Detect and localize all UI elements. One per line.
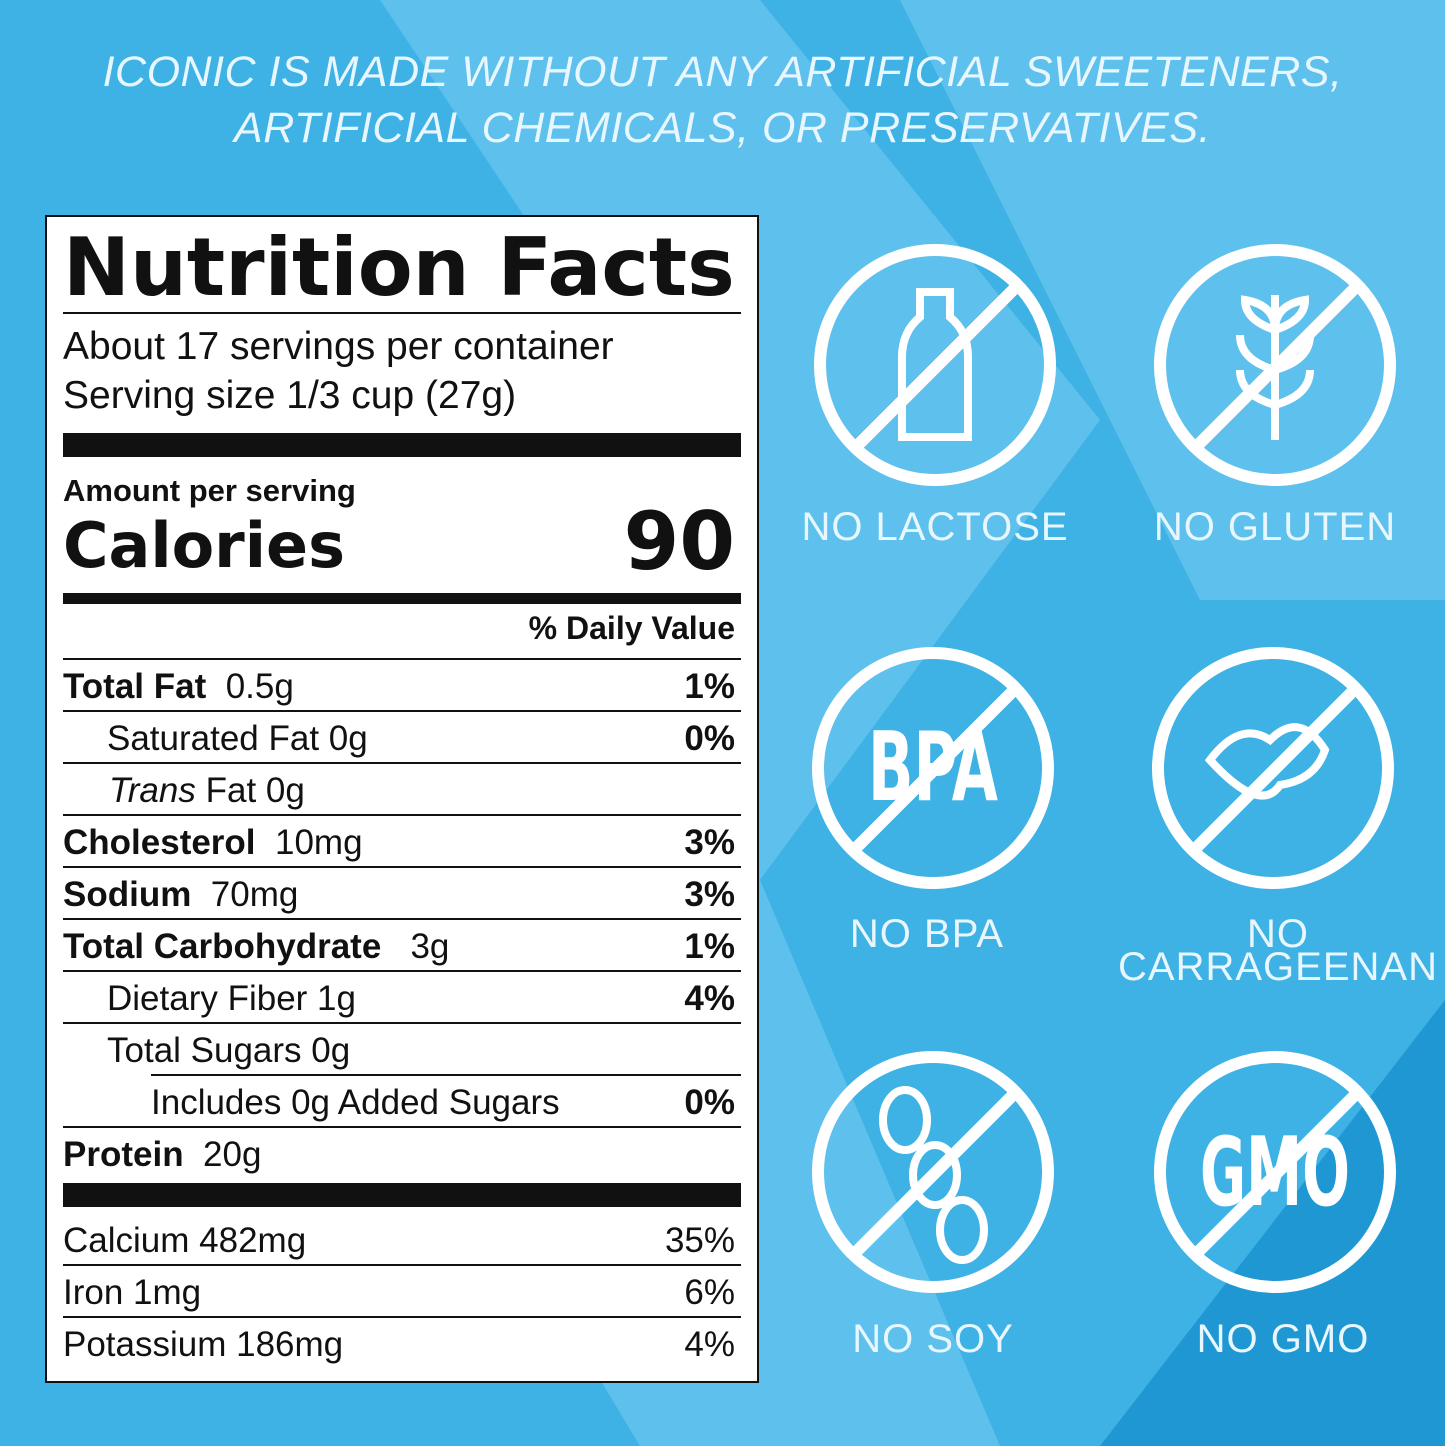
icon-text: GMO (1200, 1118, 1350, 1228)
badge-label: NO SOY (852, 1317, 1014, 1361)
header-line: ICONIC IS MADE WITHOUT ANY ARTIFICIAL SW… (102, 48, 1343, 96)
badge-label: NO GLUTEN (1153, 505, 1397, 549)
row-amount: 20g (203, 1135, 262, 1174)
row-dv: 3% (684, 823, 735, 862)
row-name: Dietary Fiber 1g (107, 979, 356, 1018)
servings: About 17 servings per container (63, 325, 614, 368)
row-amount: Fat 0g (205, 771, 305, 810)
row-dv: 0% (684, 719, 735, 758)
row-name: Protein (63, 1135, 184, 1174)
row-amount: 0.5g (225, 667, 294, 706)
dv-header: % Daily Value (528, 610, 735, 646)
calories-label: Calories (63, 509, 345, 582)
row-dv: 1% (684, 667, 735, 706)
mineral-dv: 4% (684, 1325, 735, 1364)
mineral-dv: 6% (684, 1273, 735, 1312)
badge-label: NO BPA (849, 912, 1005, 956)
row-name: Total Carbohydrate (63, 927, 382, 966)
badge-label: CARRAGEENAN (1118, 945, 1438, 989)
row-name: Saturated Fat 0g (107, 719, 368, 758)
row-dv: 3% (684, 875, 735, 914)
nutrition-label: Nutrition Facts About 17 servings per co… (45, 215, 759, 1383)
row-dv: 4% (684, 979, 735, 1018)
amount-label: Amount per serving (63, 473, 356, 508)
row-name: Sodium (63, 875, 192, 914)
header-line: ARTIFICIAL CHEMICALS, OR PRESERVATIVES. (234, 104, 1211, 152)
row-amount: 10mg (275, 823, 363, 862)
row-dv: 1% (684, 927, 735, 966)
serving-size: Serving size 1/3 cup (27g) (63, 374, 517, 417)
mineral-name: Iron 1mg (63, 1273, 202, 1312)
calories: 90 (623, 495, 735, 588)
mineral-name: Calcium 482mg (63, 1221, 307, 1260)
row-dv: 0% (684, 1083, 735, 1122)
badge-label: NO LACTOSE (801, 505, 1069, 549)
mineral-dv: 35% (664, 1221, 735, 1260)
icon-text: BPA (868, 713, 998, 823)
row-name: Trans (109, 771, 196, 810)
row-name: Total Sugars 0g (107, 1031, 351, 1070)
badge-label: NO GMO (1196, 1317, 1370, 1361)
title: Nutrition Facts (63, 221, 735, 314)
row-name: Cholesterol (63, 823, 256, 862)
row-amount: 3g (410, 927, 450, 966)
badge-label: NO (1247, 912, 1309, 956)
row-name: Total Fat (63, 667, 207, 706)
mineral-name: Potassium 186mg (63, 1325, 344, 1364)
row-name: Includes 0g Added Sugars (151, 1083, 560, 1122)
row-amount: 70mg (210, 875, 299, 914)
